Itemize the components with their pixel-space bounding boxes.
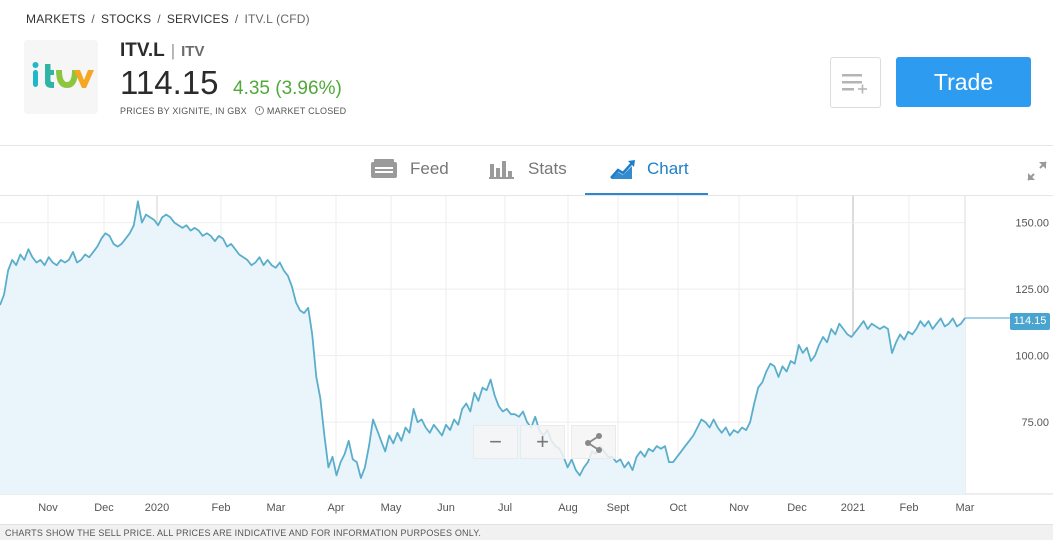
share-icon [584,433,602,453]
zoom-in-button[interactable]: + [520,425,565,459]
x-tick-label: Sept [607,502,630,514]
instrument-name: ITV [181,43,205,60]
clock-icon [254,106,264,115]
market-status: MARKET CLOSED [266,106,347,116]
price-series-line [0,200,966,479]
expand-icon[interactable] [1026,160,1048,182]
instrument-price: 114.15 [120,64,219,101]
tab-stats-label: Stats [528,159,567,178]
breadcrumb-separator: / [91,12,95,26]
x-tick-label: Aug [558,502,578,514]
breadcrumb-current: ITV.L (CFD) [244,12,310,26]
tab-chart[interactable]: Chart [610,156,710,192]
price-area-fill [0,201,965,495]
breadcrumb-separator: / [157,12,161,26]
itv-logo-icon [32,62,94,88]
tabs-top-divider [0,145,1053,146]
add-to-watchlist-button[interactable] [830,57,881,108]
x-tick-label: Oct [669,502,686,514]
feed-icon [371,159,397,178]
x-tick-label: Mar [956,502,975,514]
price-source: PRICES BY XIGNITE, IN GBX [120,106,247,116]
tabs-bottom-divider [0,195,1053,196]
y-tick-label: 150.00 [1015,218,1049,230]
y-tick-label: 125.00 [1015,284,1049,296]
price-chart[interactable]: 150.00 125.00 100.00 75.00 Nov Dec 2020 Feb Mar A… [0,196,1053,520]
instrument-logo [24,40,98,114]
chart-disclaimer: CHARTS SHOW THE SELL PRICE. ALL PRICES A… [0,524,1053,540]
tab-stats[interactable]: Stats [489,156,579,192]
x-tick-label: Mar [267,502,286,514]
trade-button[interactable]: Trade [896,57,1031,107]
breadcrumb-markets[interactable]: MARKETS [26,12,86,26]
tab-chart-label: Chart [647,159,689,178]
x-tick-label: 2020 [145,502,169,514]
tab-feed[interactable]: Feed [370,156,460,192]
zoom-out-button[interactable]: − [473,425,518,459]
breadcrumb: MARKETS / STOCKS / SERVICES / ITV.L (CFD) [26,12,310,26]
y-tick-label: 75.00 [1021,417,1049,429]
active-tab-indicator [585,193,708,196]
price-change: 4.35 (3.96%) [233,78,342,99]
x-tick-label: Dec [787,502,807,514]
instrument-ticker-row: ITV.L | ITV [120,40,204,62]
ticker-divider: | [170,41,176,60]
stats-icon [489,161,514,179]
x-tick-label: Jun [437,502,455,514]
price-chart-svg[interactable]: 150.00 125.00 100.00 75.00 Nov Dec 2020 Feb Mar A… [0,196,1053,520]
tab-feed-label: Feed [410,159,449,178]
breadcrumb-separator: / [234,12,239,26]
x-tick-label: Dec [94,502,114,514]
x-tick-label: May [381,502,402,514]
instrument-ticker: ITV.L [120,40,165,61]
y-tick-label: 100.00 [1015,351,1049,363]
share-button[interactable] [571,425,616,459]
x-tick-label: Nov [729,502,749,514]
chart-icon [610,160,635,179]
last-price-tag: 114.15 [1010,313,1050,330]
x-tick-label: 2021 [841,502,865,514]
chart-controls: − + [473,425,618,459]
breadcrumb-stocks[interactable]: STOCKS [100,12,152,26]
x-tick-label: Feb [900,502,919,514]
x-tick-label: Nov [38,502,58,514]
add-to-watchlist-icon [842,74,867,94]
x-tick-label: Jul [498,502,512,514]
x-tick-label: Apr [327,502,344,514]
breadcrumb-services[interactable]: SERVICES [166,12,229,26]
price-meta: PRICES BY XIGNITE, IN GBX MARKET CLOSED [120,106,346,116]
x-tick-label: Feb [212,502,231,514]
